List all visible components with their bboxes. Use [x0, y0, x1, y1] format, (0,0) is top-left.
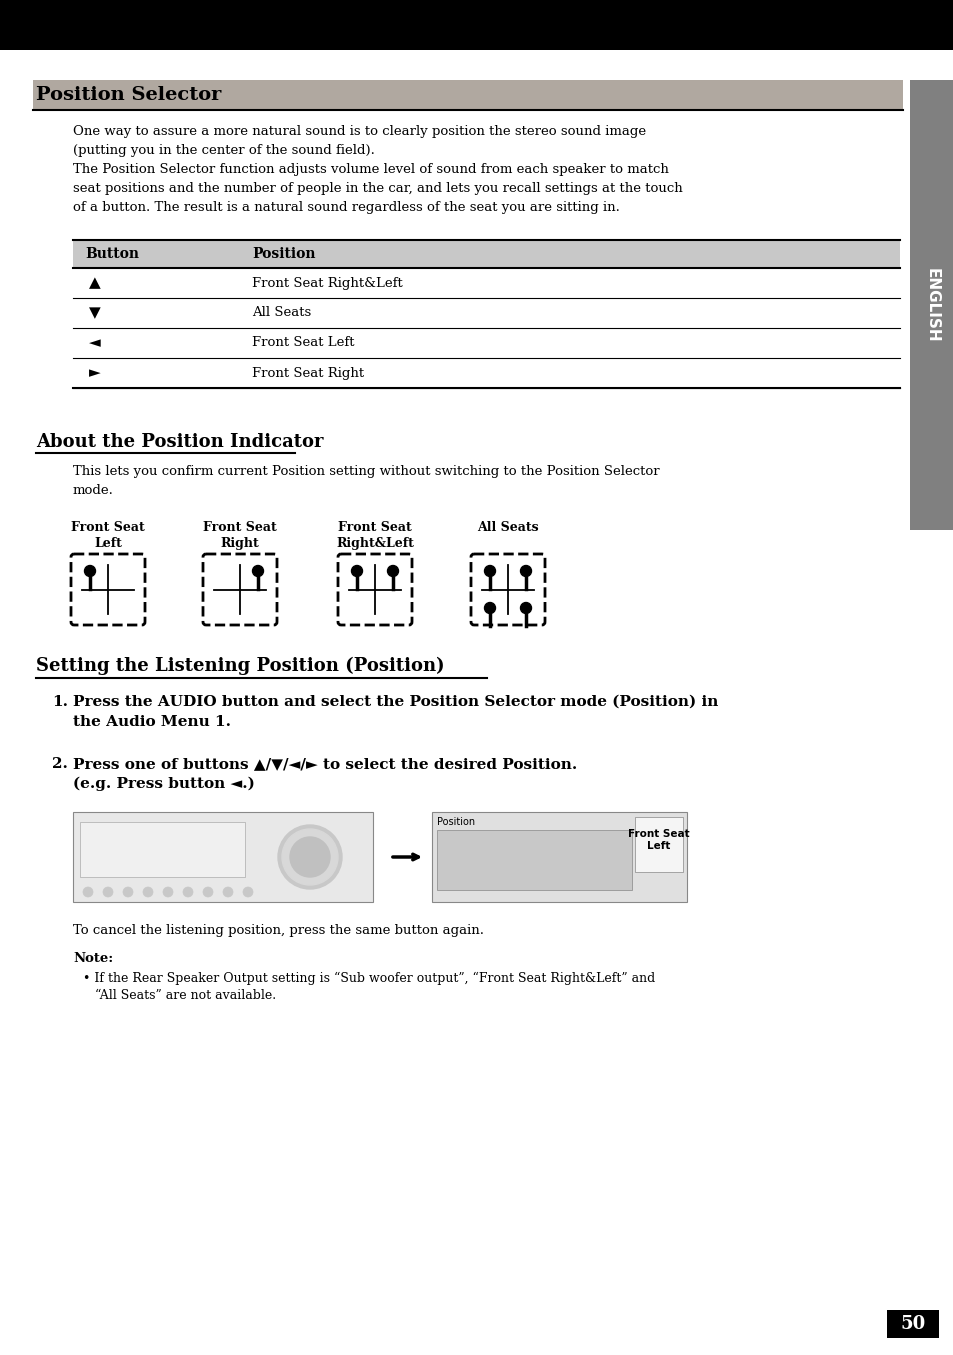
Bar	[73, 812, 373, 902]
Text: ▲: ▲	[89, 276, 101, 290]
Text: Front Seat
Left: Front Seat Left	[627, 829, 689, 851]
Text: Front Seat: Front Seat	[337, 522, 412, 534]
Circle shape	[163, 888, 172, 897]
Text: One way to assure a more natural sound is to clearly position the stereo sound i: One way to assure a more natural sound i…	[73, 125, 645, 138]
Circle shape	[484, 603, 495, 614]
Bar	[886, 1310, 938, 1337]
Text: “All Seats” are not available.: “All Seats” are not available.	[83, 989, 275, 1001]
Circle shape	[85, 565, 95, 576]
Text: (e.g. Press button ◄.): (e.g. Press button ◄.)	[73, 776, 254, 791]
Circle shape	[520, 565, 531, 576]
Text: Left: Left	[94, 537, 122, 550]
Text: Position: Position	[436, 817, 475, 827]
Bar	[0, 0, 953, 50]
Text: All Seats: All Seats	[476, 522, 538, 534]
Circle shape	[143, 888, 152, 897]
Circle shape	[103, 888, 112, 897]
FancyBboxPatch shape	[337, 554, 412, 625]
Text: Right: Right	[220, 537, 259, 550]
Text: ◄: ◄	[89, 336, 101, 350]
FancyBboxPatch shape	[71, 554, 145, 625]
Circle shape	[183, 888, 193, 897]
Text: Front Seat Right: Front Seat Right	[252, 366, 364, 379]
Text: Front Seat: Front Seat	[203, 522, 276, 534]
Text: Right&Left: Right&Left	[335, 537, 414, 550]
Circle shape	[83, 888, 92, 897]
Text: seat positions and the number of people in the car, and lets you recall settings: seat positions and the number of people …	[73, 182, 682, 195]
Text: About the Position Indicator: About the Position Indicator	[36, 434, 323, 451]
Text: of a button. The result is a natural sound regardless of the seat you are sittin: of a button. The result is a natural sou…	[73, 201, 619, 214]
Text: • If the Rear Speaker Output setting is “Sub woofer output”, “Front Seat Right&L: • If the Rear Speaker Output setting is …	[83, 972, 655, 985]
Text: Front Seat Right&Left: Front Seat Right&Left	[252, 276, 402, 290]
Bar	[432, 812, 686, 902]
Text: 50: 50	[900, 1314, 924, 1333]
Text: The Position Selector function adjusts volume level of sound from each speaker t: The Position Selector function adjusts v…	[73, 163, 668, 176]
Circle shape	[282, 829, 337, 885]
Text: ENGLISH: ENGLISH	[923, 268, 939, 343]
Circle shape	[351, 565, 362, 576]
Text: Setting the Listening Position (Position): Setting the Listening Position (Position…	[36, 657, 444, 675]
Text: mode.: mode.	[73, 484, 113, 497]
Text: Press the AUDIO button and select the Position Selector mode (Position) in: Press the AUDIO button and select the Po…	[73, 695, 718, 709]
Text: Note:: Note:	[73, 953, 113, 965]
Text: Button: Button	[85, 247, 139, 262]
Bar	[909, 80, 953, 530]
Bar	[33, 80, 902, 110]
Text: All Seats: All Seats	[252, 306, 311, 320]
Text: ►: ►	[89, 366, 101, 379]
Circle shape	[290, 837, 330, 877]
FancyBboxPatch shape	[471, 554, 544, 625]
Text: Press one of buttons ▲/▼/◄/► to select the desired Position.: Press one of buttons ▲/▼/◄/► to select t…	[73, 757, 577, 771]
Circle shape	[123, 888, 132, 897]
Text: Position Selector: Position Selector	[36, 85, 221, 104]
Circle shape	[243, 888, 253, 897]
Circle shape	[203, 888, 213, 897]
Text: This lets you confirm current Position setting without switching to the Position: This lets you confirm current Position s…	[73, 465, 659, 478]
Bar	[73, 240, 899, 268]
Text: To cancel the listening position, press the same button again.: To cancel the listening position, press …	[73, 924, 483, 938]
Text: 1.: 1.	[52, 695, 68, 709]
FancyBboxPatch shape	[203, 554, 276, 625]
Circle shape	[277, 825, 341, 889]
Text: the Audio Menu 1.: the Audio Menu 1.	[73, 715, 231, 729]
Circle shape	[223, 888, 233, 897]
Circle shape	[387, 565, 398, 576]
Bar	[635, 817, 682, 873]
Text: Position: Position	[252, 247, 315, 262]
Text: Front Seat: Front Seat	[71, 522, 145, 534]
Bar	[436, 831, 631, 890]
Text: (putting you in the center of the sound field).: (putting you in the center of the sound …	[73, 144, 375, 157]
Bar	[80, 822, 245, 877]
Text: 2.: 2.	[52, 757, 68, 771]
Text: ▼: ▼	[89, 306, 101, 320]
Circle shape	[253, 565, 263, 576]
Circle shape	[520, 603, 531, 614]
Circle shape	[484, 565, 495, 576]
Text: Front Seat Left: Front Seat Left	[252, 336, 355, 350]
